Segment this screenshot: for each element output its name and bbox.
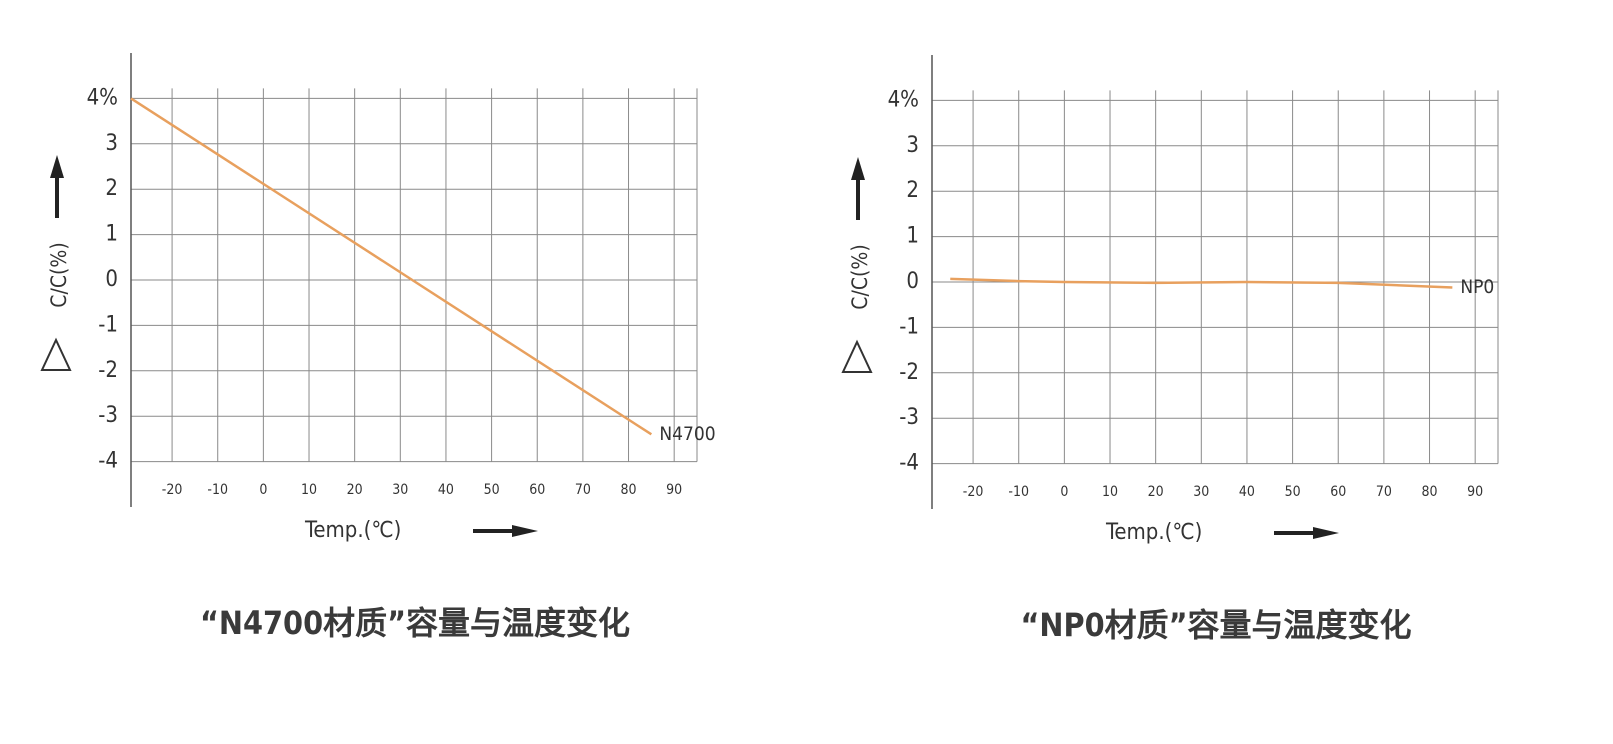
y-tick-label: -4 [98,449,118,474]
x-tick-label: 10 [1102,484,1118,500]
y-tick-label: -4 [899,451,919,476]
x-tick-label: 30 [1193,484,1209,500]
x-tick-label: 0 [259,482,267,498]
x-tick-label: 10 [301,482,317,498]
y-tick-label: 2 [105,176,118,201]
x-tick-label: 90 [1467,484,1483,500]
y-tick-label: -3 [899,405,919,430]
x-tick-label: -10 [1008,484,1029,500]
x-tick-label: -20 [963,484,984,500]
y-tick-label: 4% [87,85,118,110]
y-tick-label: 3 [906,133,919,158]
x-tick-label: 70 [1376,484,1392,500]
series-line [950,277,1453,289]
chart-title: “N4700材质”容量与温度变化 [200,604,630,642]
series-label: NP0 [1460,276,1494,298]
x-tick-label: 90 [666,482,682,498]
x-axis-label: Temp.(℃) [304,518,401,543]
delta-symbol [40,337,72,371]
y-tick-label: 0 [906,269,919,294]
x-arrow-head [1313,527,1339,539]
x-tick-label: 70 [575,482,591,498]
y-tick-label: -1 [899,314,919,339]
x-tick-label: -20 [162,482,183,498]
y-tick-label: -3 [98,403,118,428]
x-tick-label: 60 [529,482,545,498]
series-label: N4700 [659,423,715,445]
x-tick-label: 60 [1330,484,1346,500]
x-tick-label: 50 [1285,484,1301,500]
x-tick-label: 0 [1060,484,1068,500]
series-line [130,97,653,436]
y-tick-label: 3 [105,131,118,156]
y-tick-label: -2 [899,360,919,385]
delta-symbol [841,339,873,373]
x-tick-label: 40 [1239,484,1255,500]
y-tick-label: 1 [105,222,118,247]
x-axis-label: Temp.(℃) [1105,520,1202,545]
x-tick-label: -10 [207,482,228,498]
x-tick-label: 20 [347,482,363,498]
x-tick-label: 40 [438,482,454,498]
x-arrow-head [512,525,538,537]
y-tick-label: -2 [98,358,118,383]
x-tick-label: 30 [392,482,408,498]
y-tick-label: 1 [906,224,919,249]
y-arrow-head [50,155,64,178]
y-tick-label: -1 [98,312,118,337]
chart-title: “NP0材质”容量与温度变化 [1020,606,1411,644]
y-tick-label: 2 [906,178,919,203]
y-axis-label: C/C(%) [848,244,872,309]
x-tick-label: 80 [621,482,637,498]
y-axis-label: C/C(%) [47,242,71,307]
y-tick-label: 4% [888,87,919,112]
x-tick-label: 50 [484,482,500,498]
x-tick-label: 20 [1148,484,1164,500]
x-tick-label: 80 [1422,484,1438,500]
y-arrow-head [851,157,865,180]
y-tick-label: 0 [105,267,118,292]
